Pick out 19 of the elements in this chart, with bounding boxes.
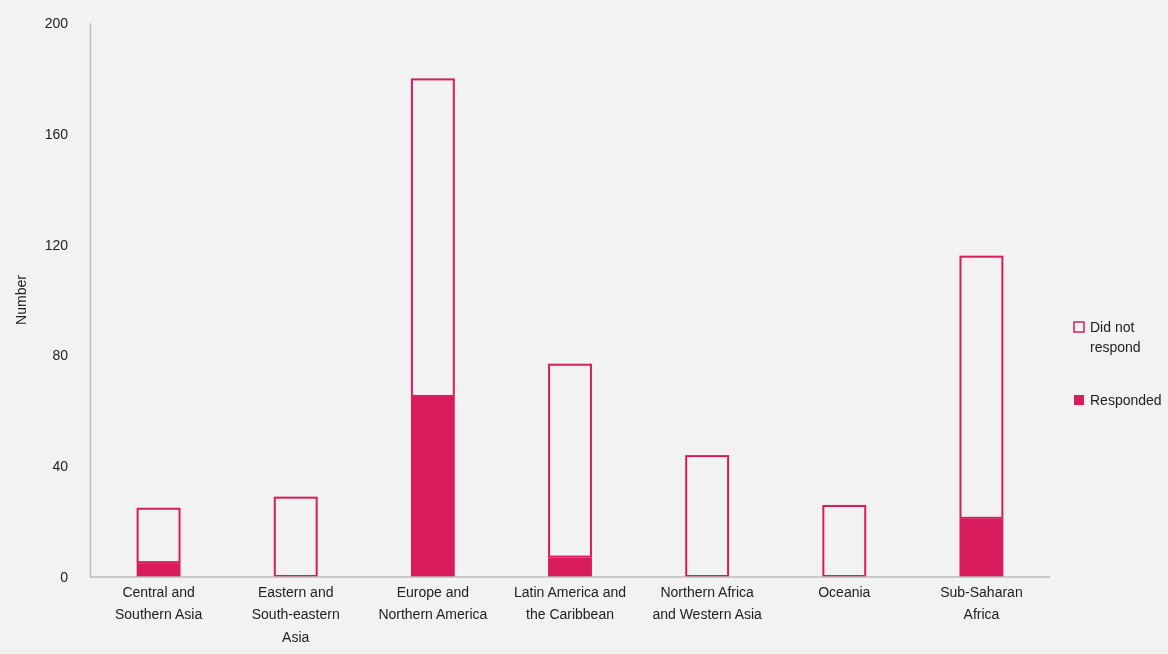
- y-tick-label: 80: [52, 347, 69, 364]
- y-tick-label: 160: [44, 125, 69, 142]
- bar: [273, 496, 318, 577]
- y-tick-label: 120: [44, 236, 69, 253]
- y-tick-label: 200: [44, 14, 69, 31]
- y-tick-label: 0: [60, 568, 69, 585]
- y-axis-title: Number: [13, 274, 29, 325]
- x-tick-label: Europe and Northern America: [378, 583, 488, 623]
- x-tick-label: Central and Southern Asia: [114, 583, 203, 623]
- legend-label: Did not respond: [1090, 319, 1141, 355]
- legend-label: Responded: [1090, 392, 1162, 408]
- bar: [822, 504, 867, 577]
- x-tick-label: Sub-Saharan Africa: [940, 583, 1023, 623]
- x-tick-label: Northern Africa and Western Asia: [652, 583, 763, 623]
- x-tick-label: Latin America and the Caribbean: [513, 583, 627, 623]
- x-tick-label: Oceania: [818, 583, 871, 600]
- y-tick-label: 40: [52, 458, 69, 475]
- bar: [685, 455, 730, 577]
- x-tick-label: Eastern and South-eastern Asia: [251, 583, 340, 645]
